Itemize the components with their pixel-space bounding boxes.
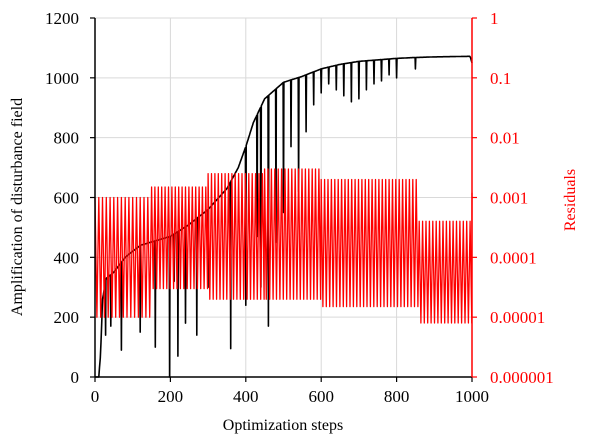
y-tick-label-left: 0 <box>71 368 80 387</box>
residuals-series <box>94 168 473 324</box>
y-tick-label-right: 0.001 <box>490 189 528 208</box>
y-tick-label-right: 0.00001 <box>490 308 545 327</box>
y-tick-label-left: 1000 <box>45 69 79 88</box>
y-tick-label-left: 600 <box>54 189 80 208</box>
y-tick-label-left: 1200 <box>45 9 79 28</box>
y-tick-label-left: 200 <box>54 308 80 327</box>
residuals-line <box>94 168 473 324</box>
axes <box>90 17 477 382</box>
x-tick-label: 0 <box>91 387 100 406</box>
y-axis-title-left: Amplification of disturbance field <box>9 98 26 316</box>
y-tick-label-right: 0.0001 <box>490 248 537 267</box>
y-tick-label-right: 0.000001 <box>490 368 554 387</box>
y-tick-label-right: 0.01 <box>490 129 520 148</box>
x-tick-label: 600 <box>308 387 334 406</box>
x-tick-label: 200 <box>158 387 184 406</box>
x-tick-label: 1000 <box>455 387 489 406</box>
x-tick-label: 800 <box>384 387 410 406</box>
x-axis-title: Optimization steps <box>223 417 343 434</box>
y-axis-title-right: Residuals <box>562 169 579 231</box>
y-tick-label-right: 0.1 <box>490 69 511 88</box>
tick-labels: 0 200 400 600 800 1000 0 200 400 600 800 1000 1200 0.… <box>45 9 554 406</box>
x-tick-label: 400 <box>233 387 259 406</box>
y-tick-label-right: 1 <box>490 9 499 28</box>
y-tick-label-left: 800 <box>54 129 80 148</box>
y-tick-label-left: 400 <box>54 248 80 267</box>
